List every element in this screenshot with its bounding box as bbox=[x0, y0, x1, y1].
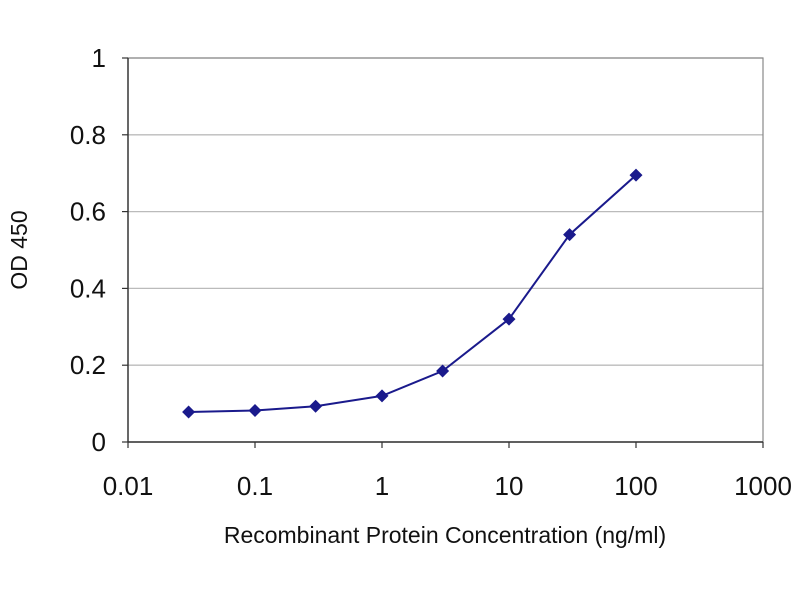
x-tick-label-1: 0.1 bbox=[237, 471, 273, 501]
y-tick-label-2: 0.4 bbox=[70, 273, 106, 303]
data-point-3 bbox=[375, 389, 389, 403]
y-tick-label-5: 1 bbox=[92, 43, 106, 73]
data-series bbox=[182, 168, 643, 419]
y-tick-label-0: 0 bbox=[92, 427, 106, 457]
y-tick-label-3: 0.6 bbox=[70, 197, 106, 227]
axes bbox=[127, 58, 763, 443]
y-tick-labels: 0 0.2 0.4 0.6 0.8 1 bbox=[70, 43, 128, 457]
x-axis-title: Recombinant Protein Concentration (ng/ml… bbox=[224, 522, 666, 548]
x-tick-label-0: 0.01 bbox=[103, 471, 154, 501]
data-point-1 bbox=[248, 404, 262, 418]
data-point-4 bbox=[436, 364, 450, 378]
data-point-2 bbox=[309, 399, 323, 413]
y-tick-label-1: 0.2 bbox=[70, 350, 106, 380]
x-tick-label-4: 100 bbox=[614, 471, 657, 501]
data-point-7 bbox=[629, 168, 643, 182]
plot-area-frame bbox=[127, 57, 764, 443]
x-tick-label-2: 1 bbox=[375, 471, 389, 501]
x-tick-labels: 0.01 0.1 1 10 100 1000 bbox=[103, 442, 792, 501]
y-tick-label-4: 0.8 bbox=[70, 120, 106, 150]
x-tick-label-5: 1000 bbox=[734, 471, 792, 501]
data-point-6 bbox=[563, 228, 577, 242]
series-line-0 bbox=[188, 174, 637, 413]
y-axis-title: OD 450 bbox=[6, 210, 32, 289]
horizontal-gridlines bbox=[128, 57, 763, 366]
data-point-0 bbox=[182, 405, 196, 419]
x-tick-label-3: 10 bbox=[495, 471, 524, 501]
data-point-5 bbox=[502, 312, 516, 326]
